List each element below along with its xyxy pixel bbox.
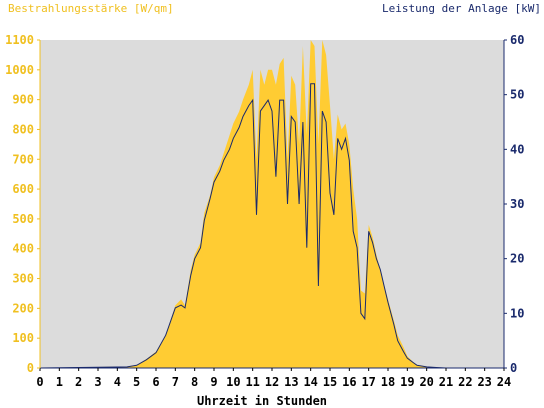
x-tick-label: 0 — [36, 375, 43, 389]
y-left-tick-label: 600 — [12, 182, 34, 196]
series-power-line — [39, 83, 504, 369]
x-tick-label: 19 — [400, 375, 414, 389]
right-axis-title: Leistung der Anlage [kW] — [382, 2, 541, 15]
y-right-tick-label: 0 — [510, 361, 517, 375]
x-tick-label: 17 — [361, 375, 375, 389]
x-tick-label: 7 — [172, 375, 179, 389]
y-right-tick-label: 40 — [510, 142, 524, 156]
x-tick-label: 22 — [458, 375, 472, 389]
x-tick-label: 18 — [381, 375, 395, 389]
y-left-tick-label: 800 — [12, 122, 34, 136]
x-tick-label: 1 — [56, 375, 63, 389]
x-tick-label: 6 — [152, 375, 159, 389]
y-left-tick-label: 400 — [12, 242, 34, 256]
y-right-tick-label: 10 — [510, 306, 524, 320]
y-left-tick-label: 1100 — [5, 33, 34, 47]
y-right-tick-label: 30 — [510, 197, 524, 211]
x-tick-label: 5 — [133, 375, 140, 389]
x-tick-label: 16 — [342, 375, 356, 389]
y-right-tick-label: 60 — [510, 33, 524, 47]
y-left-tick-label: 1000 — [5, 63, 34, 77]
x-tick-label: 23 — [477, 375, 491, 389]
y-left-tick-label: 100 — [12, 331, 34, 345]
y-right-tick-label: 50 — [510, 88, 524, 102]
series-irradiance-area — [40, 40, 504, 368]
y-right-tick-label: 20 — [510, 252, 524, 266]
right-y-ticks: 0 10 20 30 40 50 60 — [504, 33, 524, 375]
x-tick-label: 3 — [94, 375, 101, 389]
x-tick-label: 24 — [497, 375, 511, 389]
left-y-ticks: 0 100 200 300 400 500 600 700 800 900 1000 1100 — [5, 33, 40, 375]
y-left-tick-label: 0 — [27, 361, 34, 375]
x-tick-label: 20 — [419, 375, 433, 389]
x-tick-label: 2 — [75, 375, 82, 389]
x-tick-label: 11 — [245, 375, 259, 389]
x-tick-label: 21 — [439, 375, 453, 389]
x-tick-label: 14 — [303, 375, 317, 389]
y-left-tick-label: 900 — [12, 93, 34, 107]
x-tick-label: 13 — [284, 375, 298, 389]
x-tick-label: 12 — [265, 375, 279, 389]
x-tick-label: 9 — [210, 375, 217, 389]
left-axis-title: Bestrahlungsstärke [W/qm] — [8, 2, 174, 15]
x-tick-label: 15 — [323, 375, 337, 389]
y-left-tick-label: 200 — [12, 301, 34, 315]
y-left-tick-label: 700 — [12, 152, 34, 166]
x-tick-label: 8 — [191, 375, 198, 389]
series-layer — [39, 40, 504, 369]
x-ticks: 0 1 2 3 4 5 6 7 8 9 10 11 12 13 14 15 16 17 18 19 20 21 22 23 24 — [36, 368, 511, 389]
y-left-tick-label: 300 — [12, 272, 34, 286]
y-left-tick-label: 500 — [12, 212, 34, 226]
x-tick-label: 4 — [114, 375, 121, 389]
x-axis-title: Uhrzeit in Stunden — [197, 394, 327, 408]
x-tick-label: 10 — [226, 375, 240, 389]
